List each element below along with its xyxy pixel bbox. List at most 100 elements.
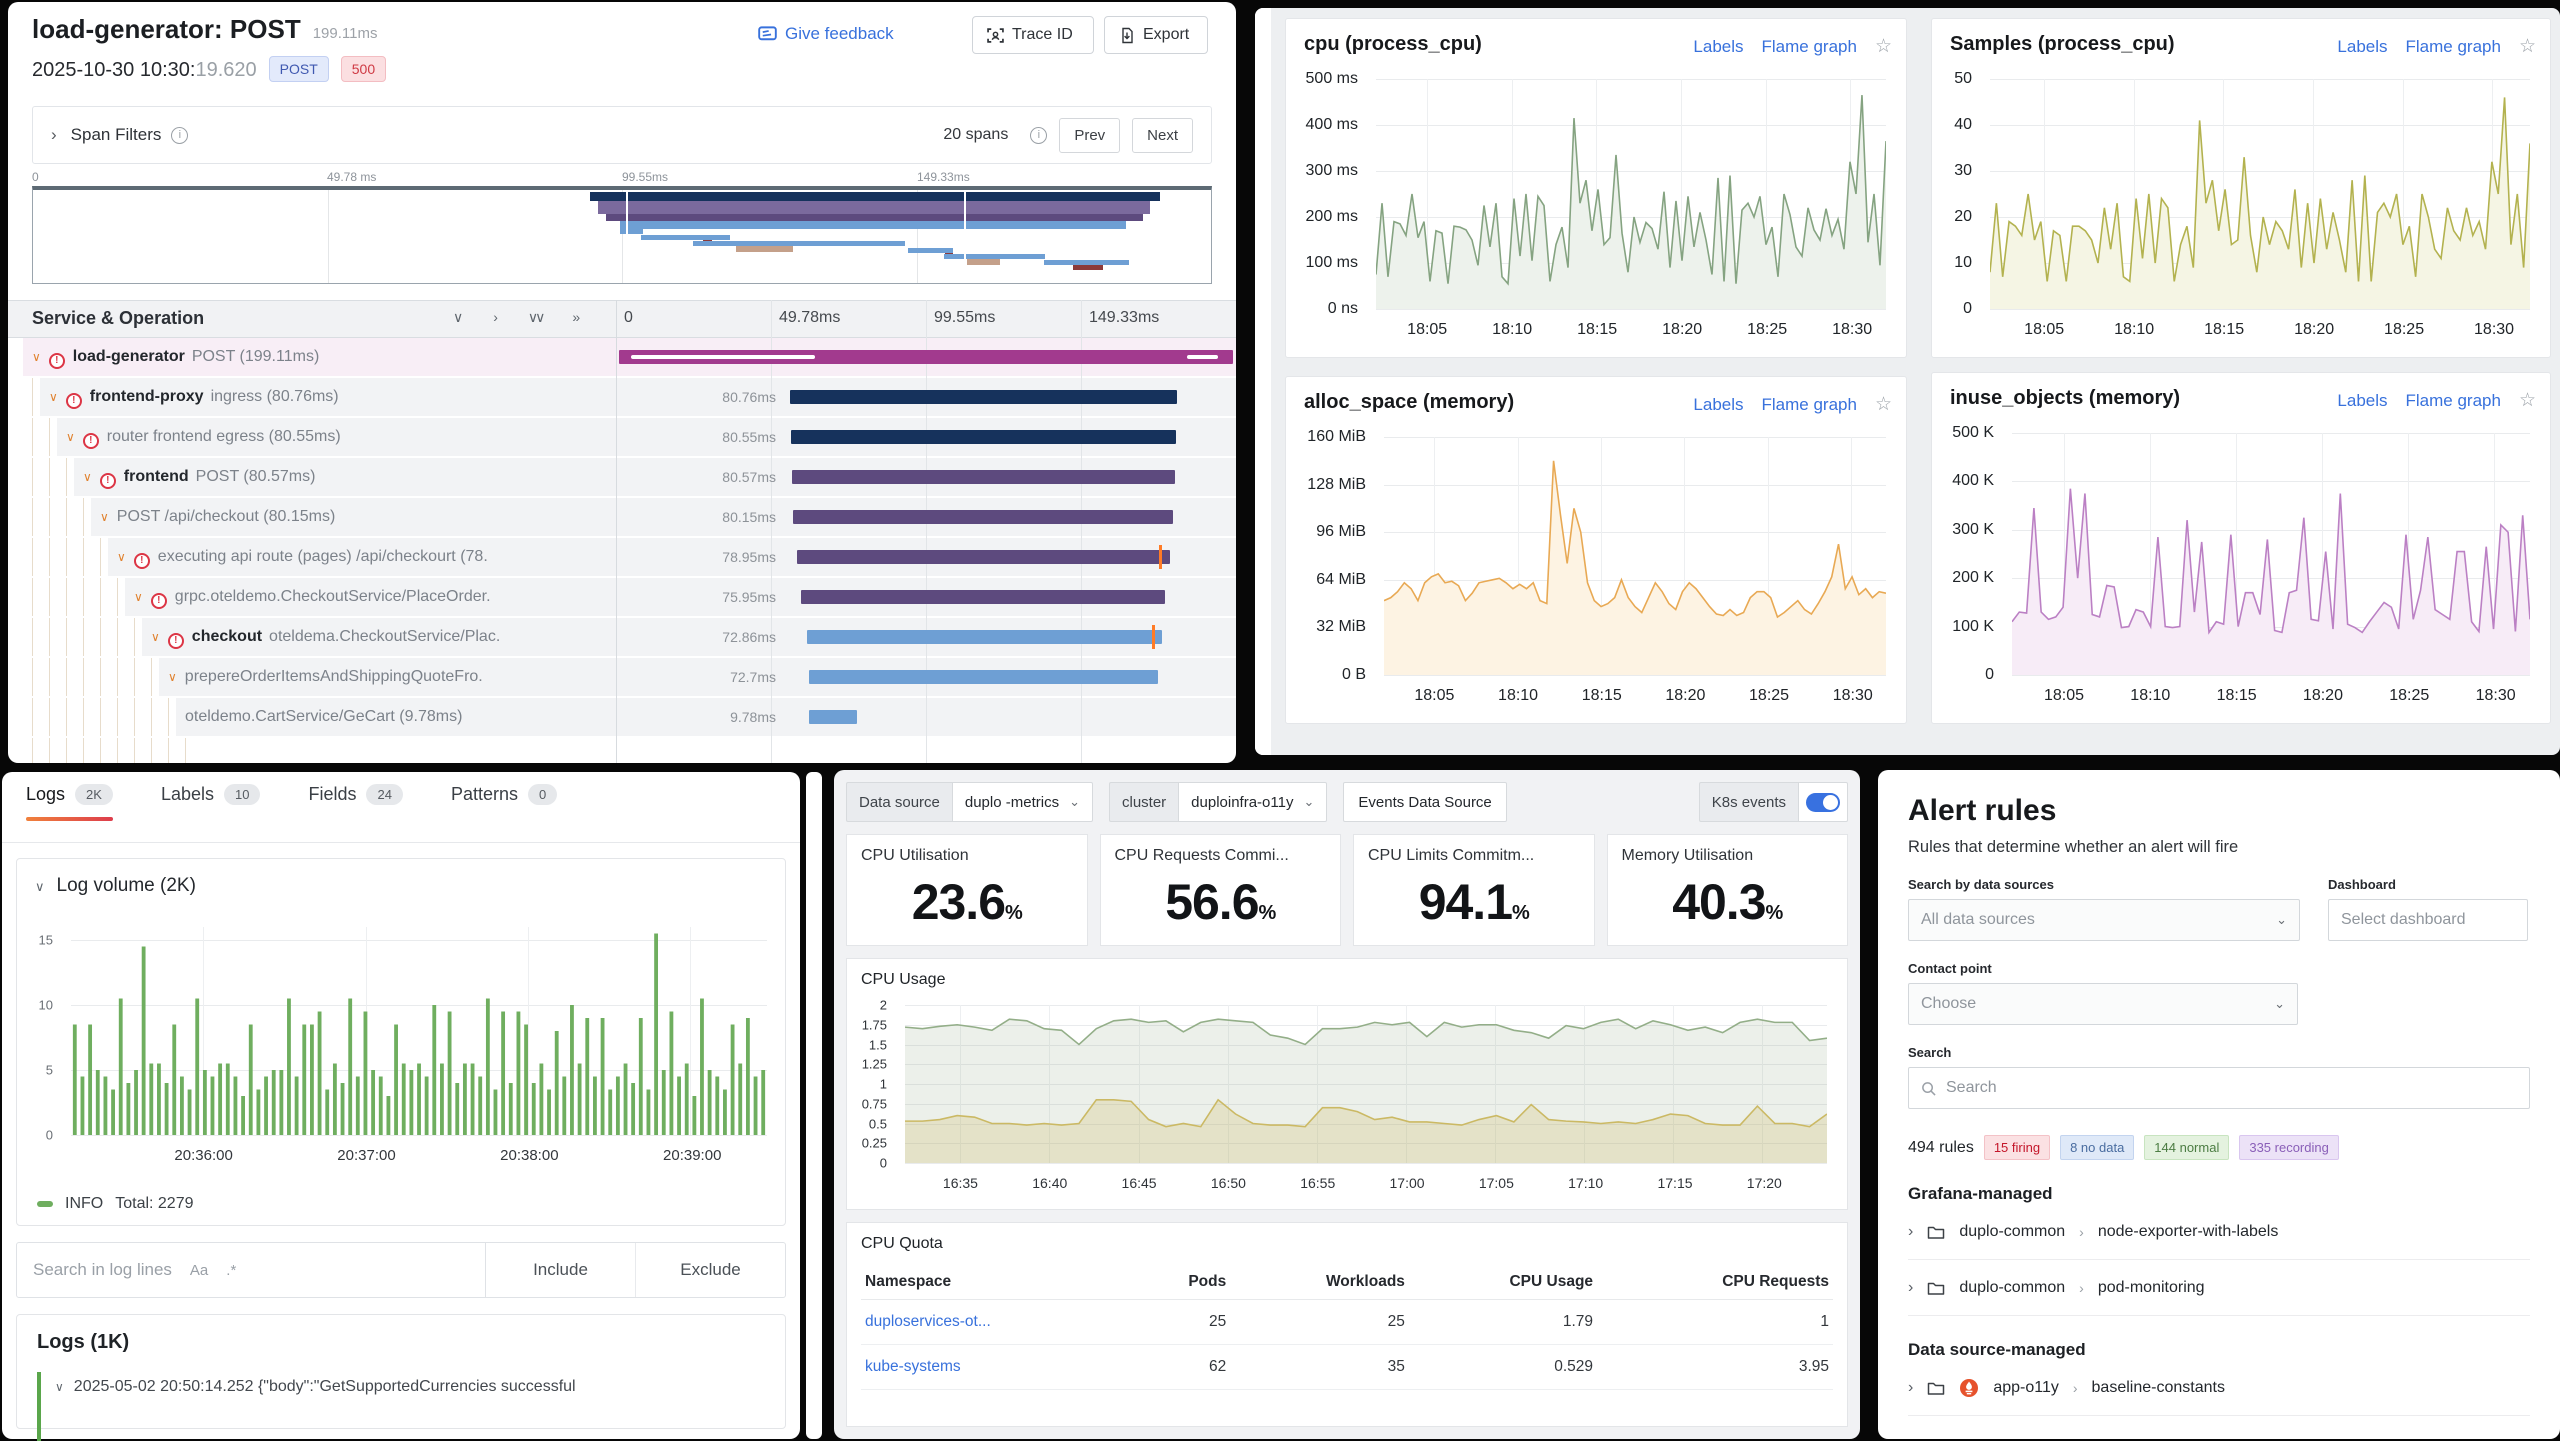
chevron-down-icon[interactable]: ∨ — [134, 590, 143, 604]
cpu-usage-panel: CPU Usage 2 1.75 1.5 1.25 1 0.75 0.5 0.25 0 16:35… — [846, 958, 1848, 1210]
contact-point-select[interactable]: Choose ⌄ — [1908, 983, 2298, 1025]
span-row[interactable]: ∨! frontend POST (80.57ms) 80.57ms — [8, 458, 1236, 498]
datasource-select[interactable]: duplo -metrics ⌄ — [951, 782, 1093, 822]
chevron-right-icon[interactable]: › — [1908, 1278, 1914, 1296]
span-row[interactable]: ∨! checkout oteldema.CheckoutService/Plac.… — [8, 618, 1236, 658]
column-header[interactable]: Namespace — [861, 1265, 1136, 1300]
chevron-down-icon[interactable]: ∨ — [32, 350, 41, 364]
labels-link[interactable]: Labels — [2337, 390, 2388, 410]
span-row[interactable]: oteldemo.CartService/GeCart (9.78ms) 9.78… — [8, 698, 1236, 738]
datasource-select[interactable]: All data sources ⌄ — [1908, 899, 2300, 941]
search-input[interactable]: Search in log lines Aa .* — [16, 1242, 486, 1298]
span-row[interactable]: ∨ POST /api/checkout (80.15ms) 80.15ms — [8, 498, 1236, 538]
span-bar[interactable] — [809, 670, 1158, 684]
k8s-events-toggle[interactable] — [1798, 782, 1848, 822]
namespace-link[interactable]: duploservices-ot... — [861, 1299, 1136, 1345]
span-bar[interactable] — [792, 470, 1176, 484]
alert-rule-group[interactable]: › duplo-common › pod-monitoring — [1908, 1260, 2530, 1316]
samples-chart[interactable]: 50 40 30 20 10 0 18:05 18:10 18:15 18:20 18:25 18:3… — [1946, 70, 2532, 345]
column-header[interactable]: CPU Usage — [1408, 1265, 1598, 1300]
tab-patterns[interactable]: Patterns 0 — [451, 784, 558, 821]
group-name[interactable]: node-exporter-with-labels — [2097, 1222, 2279, 1240]
legend-label[interactable]: INFO — [65, 1195, 104, 1212]
chevron-down-icon[interactable]: ∨ — [100, 510, 109, 524]
span-bar[interactable] — [793, 510, 1174, 524]
chevron-down-icon[interactable]: ∨ — [35, 879, 45, 894]
collapse-one-icon[interactable]: ∨ — [453, 309, 464, 325]
tab-labels[interactable]: Labels 10 — [161, 784, 261, 821]
column-header[interactable]: Workloads — [1230, 1265, 1409, 1300]
group-name[interactable]: pod-monitoring — [2097, 1278, 2205, 1296]
span-bar[interactable] — [806, 630, 1162, 644]
span-bar[interactable] — [809, 710, 857, 724]
flame-graph-link[interactable]: Flame graph — [2405, 36, 2501, 56]
expand-one-icon[interactable]: › — [493, 309, 498, 325]
flame-graph-link[interactable]: Flame graph — [1761, 394, 1857, 414]
cluster-select[interactable]: duploinfra-o11y ⌄ — [1178, 782, 1328, 822]
alloc-space-chart[interactable]: 160 MiB 128 MiB 96 MiB 64 MiB 32 MiB 0 B 18:05… — [1300, 428, 1888, 711]
chevron-down-icon[interactable]: ∨ — [55, 1380, 64, 1394]
chevron-down-icon: ⌄ — [2274, 996, 2285, 1011]
alert-rule-group[interactable]: › duplo-common › node-exporter-with-labels — [1908, 1204, 2530, 1260]
span-bar[interactable] — [797, 550, 1170, 564]
column-header[interactable]: Pods — [1135, 1265, 1231, 1300]
regex-toggle[interactable]: .* — [226, 1261, 237, 1279]
chevron-right-icon[interactable]: › — [1908, 1222, 1914, 1240]
cpu-usage-chart[interactable]: 2 1.75 1.5 1.25 1 0.75 0.5 0.25 0 16:35 16:40 16:45… — [861, 998, 1829, 1199]
export-button[interactable]: Export — [1104, 16, 1208, 54]
collapse-all-icon[interactable]: ∨∨ — [527, 309, 545, 325]
group-namespace[interactable]: duplo-common — [1959, 1222, 2066, 1240]
span-row[interactable]: ∨! grpc.oteldemo.CheckoutService/PlaceOrd… — [8, 578, 1236, 618]
star-icon[interactable]: ☆ — [1874, 394, 1892, 415]
star-icon[interactable]: ☆ — [2518, 390, 2536, 411]
expand-all-icon[interactable]: » — [572, 309, 581, 325]
search-input[interactable]: Search — [1908, 1067, 2530, 1109]
column-header[interactable]: CPU Requests — [1597, 1265, 1833, 1300]
case-sensitivity-toggle[interactable]: Aa — [189, 1261, 209, 1279]
span-row[interactable]: ∨ prepereOrderItemsAndShippingQuoteFro. 72… — [8, 658, 1236, 698]
labels-link[interactable]: Labels — [1693, 394, 1744, 414]
labels-link[interactable]: Labels — [1693, 36, 1744, 56]
chevron-down-icon[interactable]: ∨ — [168, 670, 177, 684]
cpu-chart[interactable]: 500 ms 400 ms 300 ms 200 ms 100 ms 0 ns 18:05 1… — [1300, 70, 1888, 345]
chevron-down-icon[interactable]: ∨ — [66, 430, 75, 444]
namespace-link[interactable]: kube-systems — [861, 1344, 1136, 1390]
inuse-objects-chart[interactable]: 500 K 400 K 300 K 200 K 100 K 0 18:05 18:10 18:1… — [1946, 424, 2532, 711]
log-volume-chart[interactable]: 15 10 5 0 20:36:00 20:37:00 20:38:00 20:39:00 — [35, 921, 769, 1171]
chevron-right-icon[interactable]: › — [1908, 1378, 1914, 1396]
span-bar[interactable] — [619, 350, 1233, 364]
chevron-down-icon[interactable]: ∨ — [117, 550, 126, 564]
chevron-down-icon[interactable]: ∨ — [151, 630, 160, 644]
include-button[interactable]: Include — [533, 1260, 588, 1279]
span-row[interactable]: ∨! router frontend egress (80.55ms) 80.55m… — [8, 418, 1236, 458]
group-namespace[interactable]: duplo-common — [1959, 1278, 2066, 1296]
group-name[interactable]: baseline-constants — [2091, 1378, 2225, 1396]
events-datasource-button[interactable]: Events Data Source — [1343, 782, 1507, 822]
chevron-down-icon[interactable]: ∨ — [83, 470, 92, 484]
chevron-down-icon[interactable]: ∨ — [49, 390, 58, 404]
log-line[interactable]: ∨ 2025-05-02 20:50:14.252 {"body":"GetSup… — [37, 1372, 765, 1441]
next-button[interactable]: Next — [1132, 117, 1193, 153]
span-row[interactable]: ∨! executing api route (pages) /api/check… — [8, 538, 1236, 578]
exclude-button[interactable]: Exclude — [635, 1243, 785, 1297]
span-filters-bar[interactable]: › Span Filters i 20 spans i Prev Next — [32, 106, 1212, 164]
flame-graph-link[interactable]: Flame graph — [1761, 36, 1857, 56]
star-icon[interactable]: ☆ — [2518, 36, 2536, 57]
trace-minimap[interactable] — [32, 186, 1212, 284]
alert-rule-group[interactable]: › app-o11y › baseline-constants — [1908, 1360, 2530, 1416]
trace-id-button[interactable]: Trace ID — [972, 16, 1094, 54]
prev-button[interactable]: Prev — [1059, 117, 1121, 153]
tab-logs[interactable]: Logs 2K — [26, 784, 113, 821]
tab-fields[interactable]: Fields 24 — [308, 784, 403, 821]
span-bar[interactable] — [789, 390, 1178, 404]
dashboard-input[interactable]: Select dashboard — [2328, 899, 2528, 941]
group-namespace[interactable]: app-o11y — [1993, 1378, 2059, 1396]
labels-link[interactable]: Labels — [2337, 36, 2388, 56]
span-bar[interactable] — [800, 590, 1166, 604]
star-icon[interactable]: ☆ — [1874, 36, 1892, 57]
span-row[interactable]: ∨! frontend-proxy ingress (80.76ms) 80.76ms — [8, 378, 1236, 418]
span-bar[interactable] — [790, 430, 1176, 444]
span-row[interactable]: ∨! load-generator POST (199.11ms) — [8, 338, 1236, 378]
give-feedback-link[interactable]: Give feedback — [758, 24, 894, 44]
flame-graph-link[interactable]: Flame graph — [2405, 390, 2501, 410]
